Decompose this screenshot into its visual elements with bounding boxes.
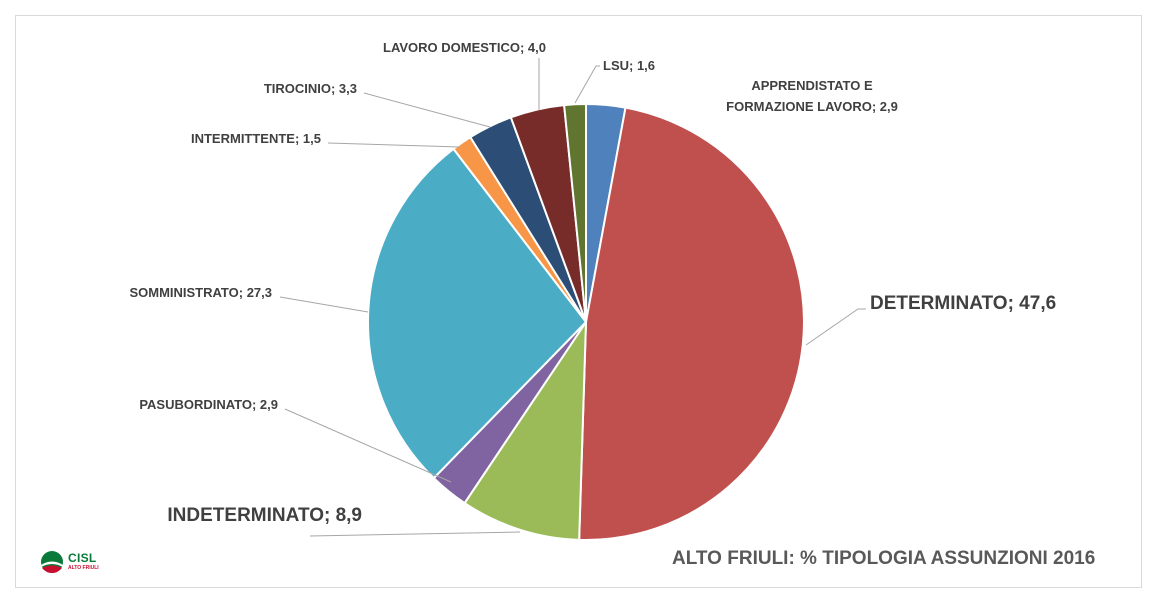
logo-subtext: ALTO FRIULI <box>68 565 99 571</box>
pie-slice-lsu <box>563 102 587 323</box>
data-label: INDETERMINATO; 8,9 <box>167 505 362 526</box>
leader-line <box>309 531 521 537</box>
cisl-logo-mark <box>41 551 63 573</box>
logo-text: CISL <box>68 551 97 565</box>
chart-title: ALTO FRIULI: % TIPOLOGIA ASSUNZIONI 2016 <box>672 548 1096 569</box>
data-label: APPRENDISTATO E FORMAZIONE LAVORO; 2,9 <box>726 78 898 114</box>
leader-lines <box>279 58 866 537</box>
data-label: TIROCINIO; 3,3 <box>264 81 357 96</box>
data-label: DETERMINATO; 47,6 <box>870 293 1056 314</box>
data-label: LAVORO DOMESTICO; 4,0 <box>383 40 546 55</box>
leader-line <box>284 408 452 483</box>
data-label: PASUBORDINATO; 2,9 <box>139 397 278 412</box>
leader-line <box>805 308 866 346</box>
data-label: LSU; 1,6 <box>603 58 655 73</box>
leader-line <box>279 296 369 313</box>
leader-line <box>574 65 600 104</box>
data-label: SOMMINISTRATO; 27,3 <box>129 285 272 300</box>
data-label: INTERMITTENTE; 1,5 <box>191 131 321 146</box>
leader-line <box>327 142 461 148</box>
leader-line <box>363 92 491 128</box>
pie-slices <box>367 102 805 541</box>
pie-slice-determinato <box>578 106 805 541</box>
pie-slice-indeterminato <box>463 318 588 541</box>
data-labels: APPRENDISTATO E FORMAZIONE LAVORO; 2,9 DET… <box>129 40 1056 526</box>
pie-slice-somministrato <box>367 147 588 480</box>
cisl-logo: CISL ALTO FRIULI <box>38 548 118 578</box>
